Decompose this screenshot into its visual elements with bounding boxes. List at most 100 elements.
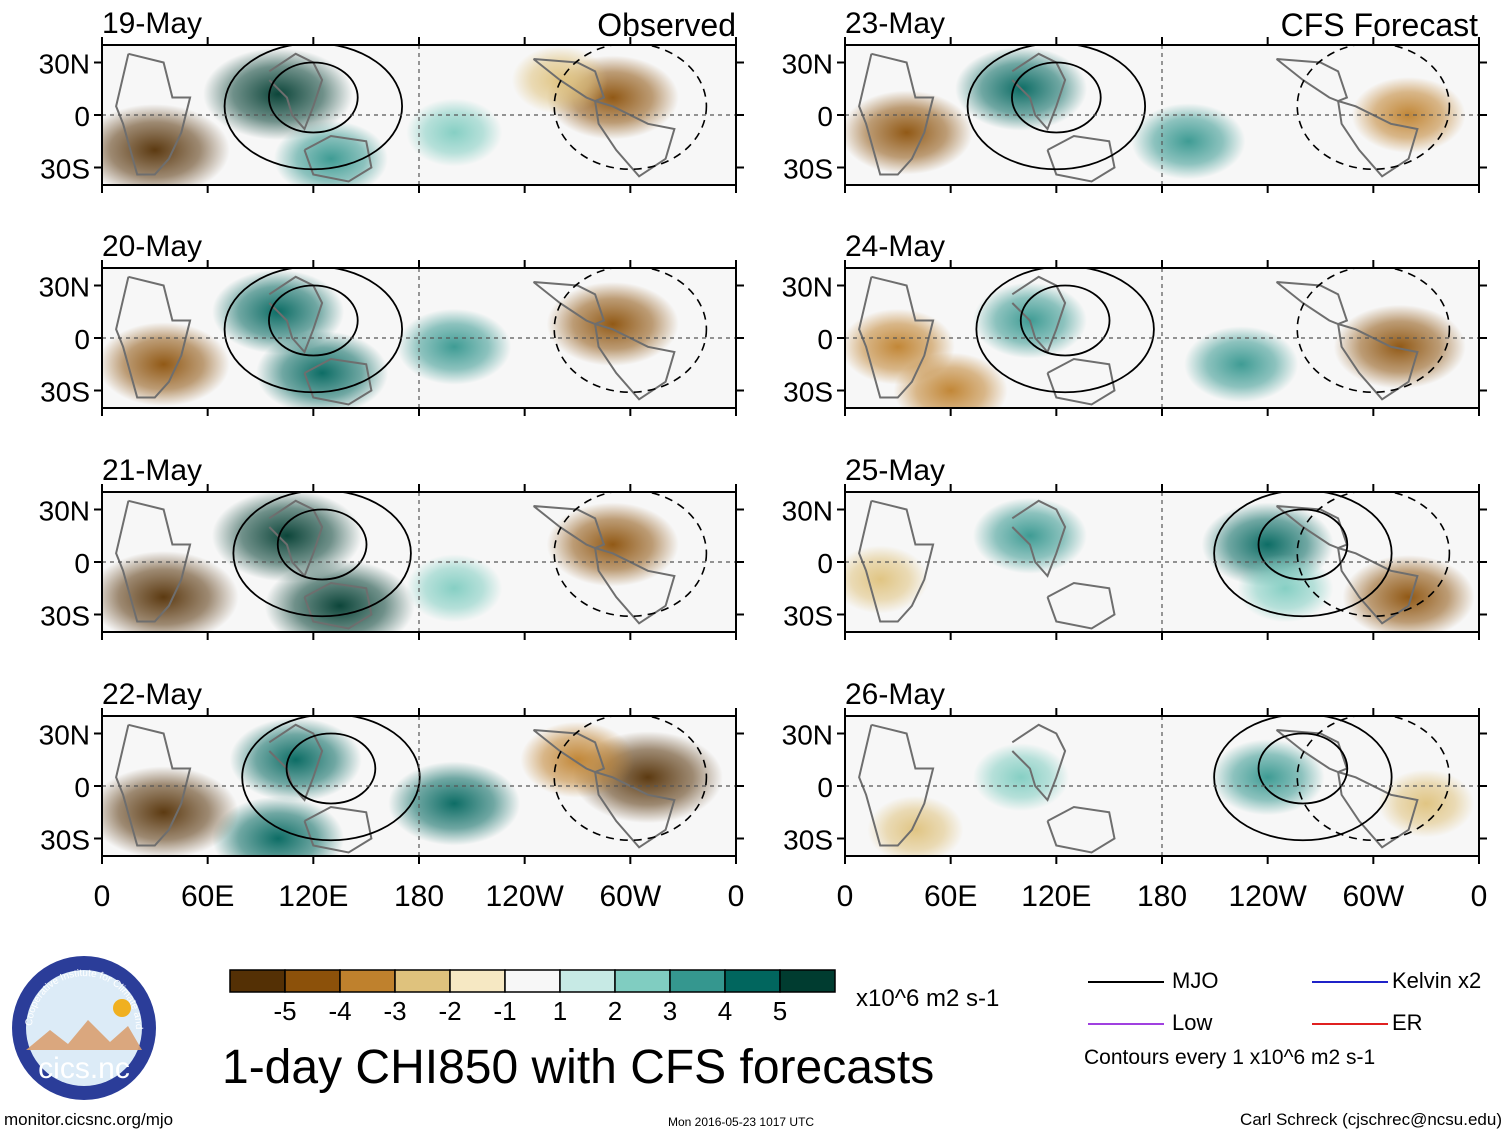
mjo-contour-negative	[1296, 268, 1451, 394]
coastline	[532, 281, 606, 326]
anomaly-blob	[973, 743, 1070, 812]
y-tick-label: 30N	[782, 496, 833, 527]
coastline	[1337, 771, 1419, 849]
mjo-contour-positive	[268, 61, 359, 134]
coastline	[1011, 723, 1067, 802]
coastline	[1337, 100, 1419, 178]
mjo-contour-positive	[1257, 732, 1349, 805]
y-tick-label: 30N	[782, 272, 833, 303]
colorbar-swatch	[614, 969, 671, 993]
coastline	[858, 275, 935, 399]
y-tick-label: 30N	[782, 49, 833, 80]
coastline	[594, 323, 676, 401]
x-tick-label: 60E	[181, 880, 234, 913]
coastline	[1046, 581, 1116, 630]
anomaly-blob	[1342, 555, 1475, 632]
mjo-contour-positive	[268, 284, 359, 357]
x-tick-label: 60E	[924, 880, 977, 913]
coastline	[1046, 805, 1116, 854]
mjo-contour-positive	[1213, 492, 1393, 618]
colorbar-swatch	[394, 969, 451, 993]
mjo-contour-negative	[1296, 492, 1451, 618]
legend-label-kelvin: Kelvin x2	[1392, 968, 1482, 993]
y-tick-label: 30S	[40, 377, 90, 408]
logo-text: cics.nc	[38, 1052, 130, 1085]
anomaly-blob	[1131, 103, 1246, 180]
forecast-label: CFS Forecast	[1281, 7, 1478, 43]
panel-field	[858, 716, 1475, 856]
author-credit: Carl Schreck (cjschrec@ncsu.edu)	[1240, 1110, 1502, 1129]
mjo-contour-positive	[1011, 61, 1102, 134]
main-title: 1-day CHI850 with CFS forecasts	[222, 1041, 935, 1094]
anomaly-blob	[972, 497, 1087, 574]
timestamp: Mon 2016-05-23 1017 UTC	[668, 1115, 815, 1129]
x-tick-label: 0	[1471, 880, 1488, 913]
anomaly-blob	[388, 761, 521, 846]
anomaly-blob	[406, 98, 503, 167]
y-tick-label: 30N	[39, 496, 90, 527]
y-tick-label: 30N	[782, 720, 833, 751]
y-tick-label: 0	[817, 772, 833, 803]
colorbar-swatch	[669, 969, 726, 993]
colorbar-label: 1	[553, 996, 567, 1026]
y-tick-label: 30S	[40, 825, 90, 856]
coastline	[1337, 323, 1419, 401]
x-tick-label: 120W	[1228, 880, 1307, 913]
y-tick-label: 30S	[40, 601, 90, 632]
y-tick-label: 30N	[39, 272, 90, 303]
contour-note: Contours every 1 x10^6 m2 s-1	[1084, 1046, 1376, 1069]
panel-date-label: 26-May	[845, 678, 945, 711]
coastline	[532, 729, 606, 774]
map-panel-26-may: 26-May 30N 0 30S	[782, 678, 1487, 864]
y-tick-label: 0	[74, 772, 90, 803]
coastline	[1275, 58, 1349, 103]
coastline	[1337, 547, 1419, 625]
coastline	[115, 275, 192, 399]
anomaly-blob	[102, 551, 239, 632]
panel-date-label: 21-May	[102, 454, 202, 487]
colorbar-label: -5	[273, 996, 296, 1026]
panel-field	[845, 268, 1466, 408]
panel-date-label: 25-May	[845, 454, 945, 487]
map-panel-22-may: 22-May 30N 0 30S	[39, 678, 744, 864]
colorbar-label: 5	[773, 996, 787, 1026]
coastline	[594, 771, 676, 849]
coastline	[1046, 357, 1116, 406]
coastline	[532, 58, 606, 103]
colorbar-label: -2	[438, 996, 461, 1026]
cics-logo: Cooperative Institute for Climate and Sa…	[10, 954, 156, 1100]
mjo-contour-positive	[1019, 284, 1111, 357]
anomaly-blob	[406, 554, 503, 623]
colorbar-swatch	[504, 969, 561, 993]
coastline	[268, 52, 324, 131]
x-tick-label: 180	[394, 880, 444, 913]
mjo-contour-negative	[1296, 716, 1451, 842]
mjo-contour-negative	[553, 716, 708, 842]
colorbar-swatch	[339, 969, 396, 993]
mjo-contour-positive	[966, 45, 1146, 171]
y-tick-label: 30S	[40, 154, 90, 185]
panel-date-label: 22-May	[102, 678, 202, 711]
panel-date-label: 19-May	[102, 7, 202, 40]
x-tick-label: 120E	[1021, 880, 1091, 913]
coastline	[303, 357, 373, 406]
panel-field	[102, 45, 708, 185]
coastline	[303, 581, 373, 630]
mjo-contour-positive	[1257, 508, 1349, 581]
x-tick-label: 0	[728, 880, 745, 913]
x-tick-label: 180	[1137, 880, 1187, 913]
coastline	[1046, 134, 1116, 183]
x-tick-label: 120W	[485, 880, 564, 913]
anomaly-blob	[397, 308, 512, 385]
map-panel-20-may: 20-May 30N 0 30S	[39, 230, 744, 416]
panel-field	[102, 268, 708, 408]
mjo-contour-positive	[223, 268, 403, 394]
anomaly-blob	[1210, 739, 1325, 816]
legend-label-low: Low	[1172, 1010, 1213, 1035]
x-tick-label: 0	[94, 880, 111, 913]
panel-field	[102, 492, 708, 632]
legend-label-mjo: MJO	[1172, 968, 1219, 993]
map-panel-25-may: 25-May 30N 0 30S	[782, 454, 1487, 640]
mjo-contour-negative	[1296, 45, 1451, 171]
observed-label: Observed	[597, 7, 736, 43]
